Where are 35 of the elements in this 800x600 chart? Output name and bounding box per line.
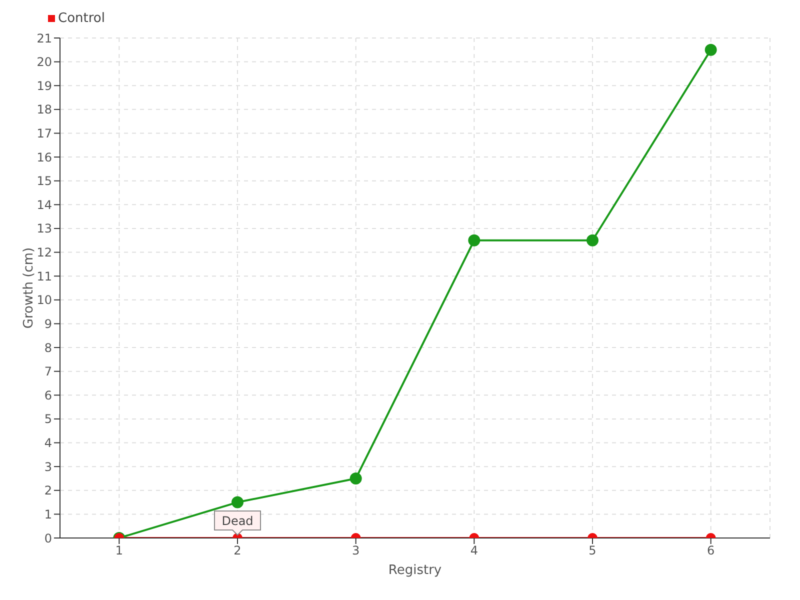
x-tick-label: 3 [352, 544, 360, 558]
legend-label: Control [57, 10, 105, 28]
x-tick-label: 1 [115, 544, 123, 558]
x-tick-label: 2 [234, 544, 242, 558]
y-tick-label: 21 [36, 31, 52, 46]
y-tick-label: 2 [44, 484, 52, 498]
y-tick-label: 5 [44, 412, 52, 426]
y-tick-label: 18 [36, 102, 52, 117]
x-axis-title: Registry [388, 563, 442, 578]
y-tick-label: 3 [44, 460, 52, 474]
y-tick-label: 12 [36, 246, 52, 260]
y-tick-label: 11 [36, 269, 52, 284]
x-tick-label: 4 [470, 544, 478, 558]
x-tick-label: 6 [707, 544, 715, 558]
point [586, 234, 598, 246]
y-tick-label: 9 [44, 316, 52, 331]
y-tick-label: 16 [36, 150, 52, 164]
annotation: Dead [222, 514, 254, 528]
y-tick-label: 19 [36, 78, 52, 93]
y-tick-label: 4 [44, 436, 52, 450]
y-tick-label: 17 [36, 126, 52, 140]
y-tick-label: 14 [36, 198, 52, 212]
y-tick-label: 10 [36, 293, 52, 308]
y-tick-label: 7 [44, 364, 52, 379]
y-tick-label: 1 [44, 507, 52, 522]
point [468, 234, 480, 246]
y-tick-label: 8 [44, 340, 52, 355]
y-tick-label: 0 [44, 531, 52, 546]
x-tick-label: 5 [588, 544, 596, 558]
y-tick-label: 20 [36, 55, 52, 70]
y-tick-label: 15 [36, 174, 52, 188]
y-tick-label: 13 [36, 222, 52, 236]
point [704, 44, 717, 56]
y-axis-title: Growth (cm) [22, 247, 37, 329]
y-tick-label: 6 [44, 388, 52, 402]
